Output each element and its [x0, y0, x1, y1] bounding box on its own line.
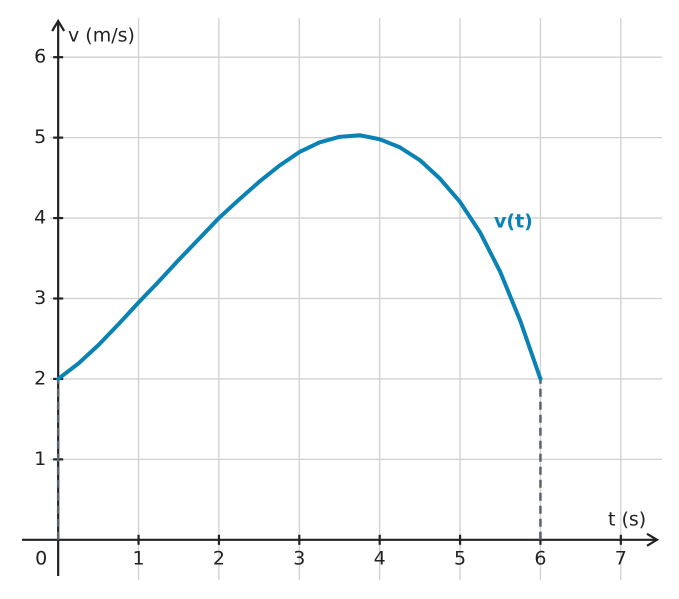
x-tick-label: 6 — [534, 547, 546, 569]
x-tick-label: 1 — [133, 547, 145, 569]
curve — [56, 133, 543, 381]
x-tick-label: 4 — [374, 547, 386, 569]
y-tick-label: 3 — [34, 287, 46, 309]
y-tick-label: 5 — [34, 126, 46, 148]
x-tick-label: 5 — [454, 547, 466, 569]
y-tick-label: 2 — [34, 367, 46, 389]
x-tick-label: 2 — [213, 547, 225, 569]
y-tick-label: 6 — [34, 46, 46, 68]
marks — [56, 133, 543, 540]
x-tick-label: 7 — [615, 547, 627, 569]
x-axis-label: t (s) — [608, 509, 646, 531]
x-axis-arrow — [646, 532, 660, 547]
grid — [22, 18, 662, 580]
y-tick-label: 1 — [34, 448, 46, 470]
curve-label: v(t) — [494, 211, 533, 233]
x-tick-label: 3 — [293, 547, 305, 569]
y-axis-arrow — [51, 18, 66, 32]
y-tick-label: 4 — [34, 207, 46, 229]
x-tick-label: 0 — [35, 547, 47, 569]
y-axis-label: v (m/s) — [68, 25, 135, 47]
